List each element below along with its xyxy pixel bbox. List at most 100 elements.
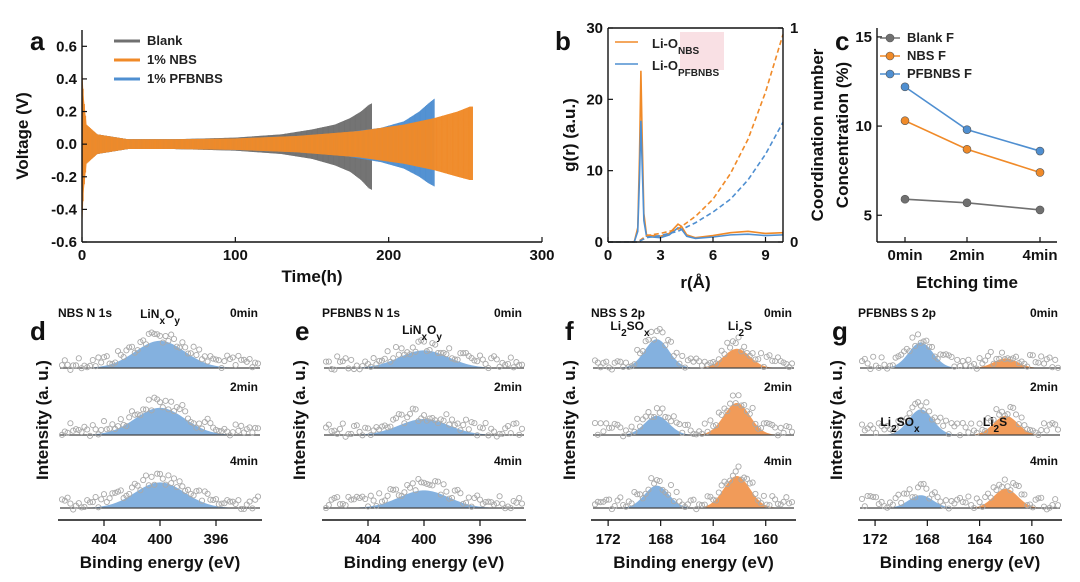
raw-data-point [457, 490, 464, 497]
raw-data-point [752, 490, 759, 497]
raw-data-point [917, 481, 924, 488]
raw-data-point [137, 487, 144, 494]
raw-data-point [232, 500, 239, 508]
raw-data-point [755, 356, 762, 363]
raw-data-point [1010, 404, 1017, 411]
raw-data-point [409, 405, 416, 412]
raw-data-point [170, 475, 178, 482]
raw-data-point [395, 351, 402, 358]
raw-data-point [870, 493, 877, 500]
raw-data-point [226, 498, 234, 505]
fitted-peak [595, 339, 792, 368]
raw-data-point [476, 352, 484, 359]
data-point [962, 198, 972, 208]
text-span: LiN [140, 307, 159, 321]
raw-data-point [362, 495, 369, 502]
raw-data-point [384, 424, 391, 431]
spectrum-4min: 4min [591, 454, 796, 513]
raw-data-point [634, 415, 641, 422]
raw-data-point [75, 500, 82, 507]
raw-data-point [345, 430, 352, 438]
raw-data-point [348, 430, 355, 438]
x-tick-label: 164 [967, 531, 993, 548]
raw-data-point [126, 344, 133, 351]
raw-data-point [420, 338, 428, 345]
y-axis-label: g(r) (a.u.) [560, 98, 579, 172]
raw-data-point [437, 416, 444, 423]
x-tick-label: 164 [701, 531, 727, 548]
raw-data-point [923, 399, 930, 406]
panel-label: a [30, 26, 45, 56]
raw-data-point [325, 358, 332, 365]
raw-data-point [597, 420, 604, 427]
raw-data-point [120, 353, 127, 361]
raw-data-point [763, 419, 770, 427]
raw-data-point [741, 474, 748, 481]
raw-data-point [235, 497, 242, 504]
species-label: LiNxOy [402, 323, 442, 343]
raw-data-point [395, 411, 402, 418]
raw-data-point [201, 418, 208, 426]
raw-data-point [670, 413, 677, 420]
raw-data-point [426, 415, 433, 422]
etch-time-label: 4min [230, 454, 258, 468]
raw-data-point [485, 498, 492, 505]
raw-data-point [440, 481, 447, 488]
raw-data-point [207, 420, 214, 427]
raw-data-point [923, 485, 930, 492]
y-axis-label: Intensity (a. u.) [827, 360, 846, 480]
raw-data-point [679, 429, 686, 436]
raw-data-point [159, 475, 166, 482]
raw-data-point [1012, 482, 1020, 489]
raw-data-point [1038, 353, 1045, 360]
raw-data-point [757, 424, 765, 432]
raw-data-point [64, 494, 71, 501]
raw-data-point [743, 475, 751, 482]
raw-data-point [1046, 354, 1053, 361]
raw-data-point [881, 361, 888, 368]
raw-data-point [673, 488, 680, 496]
raw-data-point [858, 495, 866, 502]
raw-data-point [148, 407, 155, 414]
raw-data-point [378, 498, 386, 505]
raw-data-point [735, 334, 742, 341]
x-axis-label: Binding energy (eV) [613, 553, 774, 572]
raw-data-point [95, 504, 102, 511]
text-span: x [421, 332, 427, 343]
raw-data-point [937, 498, 944, 505]
raw-data-point [64, 361, 71, 368]
raw-data-point [682, 364, 689, 371]
x-tick-label: 160 [753, 531, 778, 548]
raw-data-point [872, 494, 880, 501]
raw-data-point [1052, 496, 1059, 503]
raw-data-point [600, 428, 607, 435]
raw-data-point [364, 425, 372, 432]
fitted-peak [595, 476, 792, 508]
raw-data-point [103, 353, 110, 360]
raw-data-point [187, 350, 194, 357]
raw-data-point [878, 354, 885, 361]
panel-c: c 0min 2min 4min 5 10 15 Etching time Concentrat… [833, 26, 1058, 292]
panel-label: e [295, 316, 309, 346]
raw-data-point [437, 491, 444, 498]
raw-data-point [940, 422, 947, 429]
raw-data-point [156, 470, 164, 477]
raw-data-point [987, 494, 994, 501]
raw-data-point [406, 484, 414, 491]
raw-data-point [687, 497, 694, 504]
raw-data-point [518, 361, 526, 368]
raw-data-point [757, 500, 765, 507]
text-span: 2 [621, 328, 627, 339]
raw-data-point [126, 490, 133, 498]
raw-data-point [909, 404, 916, 411]
raw-data-point [418, 337, 425, 344]
raw-data-point [100, 354, 108, 361]
raw-data-point [212, 356, 220, 363]
raw-data-point [134, 411, 141, 418]
raw-data-point [482, 360, 489, 368]
text-span: NBS [678, 46, 699, 57]
x-axis-label: Binding energy (eV) [880, 553, 1041, 572]
raw-data-point [1024, 502, 1031, 509]
raw-data-point [940, 351, 947, 358]
raw-data-point [889, 501, 896, 508]
